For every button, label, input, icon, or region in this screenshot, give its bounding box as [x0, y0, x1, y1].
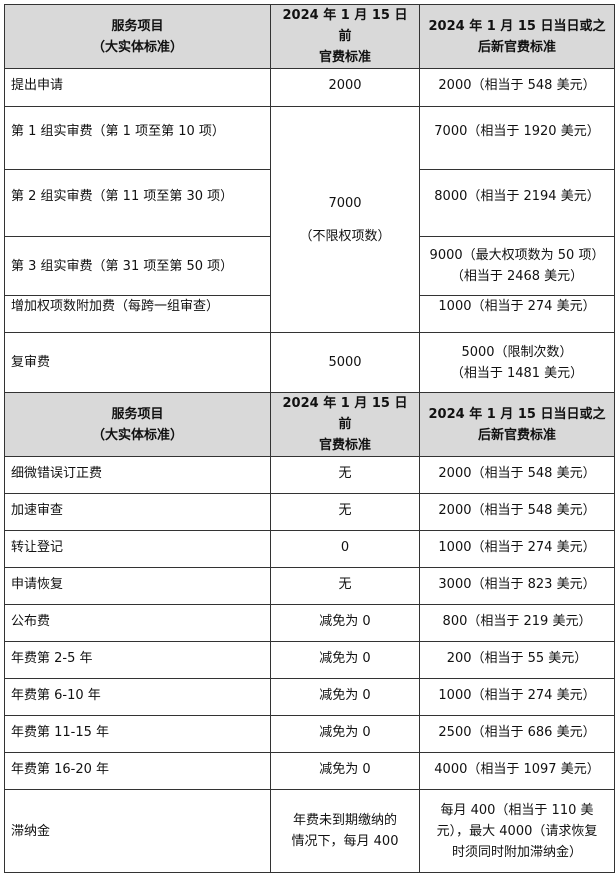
table-row: 申请恢复无 3000（相当于 823 美元） [4, 567, 615, 605]
table-row: 转让登记 0 1000（相当于 274 美元） [4, 530, 615, 568]
section2-rows: 细微错误订正费无 2000（相当于 548 美元） 加速审查无 2000（相当于 54… [4, 456, 615, 790]
new-fee-cell: 1000（相当于 274 美元） [419, 678, 615, 716]
fee-line: （相当于 1481 美元） [450, 365, 584, 381]
table-row: 提出申请 2000 2000（相当于 548 美元） [4, 68, 615, 107]
header-text: 官费标准 [318, 50, 371, 65]
header-text: 2024 年 1 月 15 日前 [282, 396, 408, 432]
new-fee-cell: 每月 400（相当于 110 美元），最大 4000（请求恢复 时须同时附加滞纳金… [419, 789, 615, 873]
header-text: （大实体标准） [91, 427, 183, 443]
item-cell: 申请恢复 [4, 567, 271, 605]
old-fee-cell: 无 [270, 456, 420, 494]
new-fee-cell: 7000（相当于 1920 美元） [419, 106, 615, 170]
old-fee-cell: 减免为 0 [270, 752, 420, 790]
header-text: 2024 年 1 月 15 日当日或之 [428, 18, 606, 34]
fee-line: 9000（最大权项数为 50 项） [429, 248, 605, 263]
old-fee-cell: 0 [270, 530, 420, 568]
item-cell: 公布费 [4, 604, 271, 642]
item-cell: 转让登记 [4, 530, 271, 568]
old-fee-value: 7000 [328, 195, 362, 211]
fee-table: 服务项目 （大实体标准） 2024 年 1 月 15 日前 官费标准 2024 年 … [4, 4, 615, 873]
new-fee-cell: 2500（相当于 686 美元） [419, 715, 615, 753]
header-old-fee: 2024 年 1 月 15 日前官费标准 [270, 4, 420, 69]
header-row: 服务项目 （大实体标准） 2024 年 1 月 15 日前官费标准 2024 年 … [4, 392, 615, 457]
header-text: 服务项目 [111, 406, 164, 422]
item-cell: 滞纳金 [4, 789, 271, 873]
header-row: 服务项目 （大实体标准） 2024 年 1 月 15 日前官费标准 2024 年 … [4, 4, 615, 69]
table-row: 年费第 11-15 年减免为 0 2500（相当于 686 美元） [4, 715, 615, 753]
item-cell: 提出申请 [4, 68, 271, 107]
old-fee-cell: 减免为 0 [270, 604, 420, 642]
new-fee-cell: 1000（相当于 274 美元） [419, 530, 615, 568]
new-fee-cell: 800（相当于 219 美元） [419, 604, 615, 642]
table-row: 第 2 组实审费（第 11 项至第 30 项） 8000（相当于 2194 美元… [4, 169, 615, 237]
new-fee-cell: 5000（限制次数） （相当于 1481 美元） [419, 332, 615, 393]
header-service-item: 服务项目 （大实体标准） [4, 4, 271, 69]
item-cell: 增加权项数附加费（每跨一组审查） [4, 295, 271, 333]
old-fee-note: （不限权项数） [299, 228, 391, 244]
old-fee-cell: 无 [270, 493, 420, 531]
item-cell: 第 2 组实审费（第 11 项至第 30 项） [4, 169, 271, 237]
new-fee-cell: 200（相当于 55 美元） [419, 641, 615, 679]
item-cell: 复审费 [4, 332, 271, 393]
header-new-fee: 2024 年 1 月 15 日当日或之 后新官费标准 [419, 4, 615, 69]
table-row: 年费第 6-10 年减免为 0 1000（相当于 274 美元） [4, 678, 615, 716]
new-fee-cell: 2000（相当于 548 美元） [419, 456, 615, 494]
header-old-fee: 2024 年 1 月 15 日前官费标准 [270, 392, 420, 457]
table-row: 复审费 5000 5000（限制次数） （相当于 1481 美元） [4, 332, 615, 393]
fee-line: 元），最大 4000（请求恢复 [436, 823, 598, 839]
new-fee-cell: 2000（相当于 548 美元） [419, 68, 615, 107]
table-row: 加速审查无 2000（相当于 548 美元） [4, 493, 615, 531]
table-row: 第 1 组实审费（第 1 项至第 10 项） 7000 （不限权项数） 7000… [4, 106, 615, 333]
old-fee-cell: 减免为 0 [270, 641, 420, 679]
header-text: （大实体标准） [91, 39, 183, 55]
header-service-item: 服务项目 （大实体标准） [4, 392, 271, 457]
header-text: 服务项目 [111, 18, 164, 34]
header-text: 后新官费标准 [477, 427, 556, 443]
table-row: 滞纳金 年费未到期缴纳的 情况下，每月 400 每月 400（相当于 110 美元… [4, 789, 615, 873]
new-fee-cell: 9000（最大权项数为 50 项） （相当于 2468 美元） [419, 236, 615, 296]
item-cell: 第 1 组实审费（第 1 项至第 10 项） [4, 106, 271, 170]
item-cell: 年费第 2-5 年 [4, 641, 271, 679]
fee-line: 时须同时附加滞纳金） [451, 844, 582, 860]
item-cell: 加速审查 [4, 493, 271, 531]
header-text: 2024 年 1 月 15 日前 [282, 8, 408, 44]
old-fee-cell: 年费未到期缴纳的 情况下，每月 400 [270, 789, 420, 873]
fee-line: 年费未到期缴纳的 [292, 813, 397, 828]
table-row: 第 3 组实审费（第 31 项至第 50 项） 9000（最大权项数为 50 项… [4, 236, 615, 296]
fee-line: 5000（限制次数） [461, 344, 573, 360]
item-cell: 年费第 6-10 年 [4, 678, 271, 716]
table-row: 细微错误订正费无 2000（相当于 548 美元） [4, 456, 615, 494]
header-text: 后新官费标准 [477, 39, 556, 55]
new-fee-cell: 8000（相当于 2194 美元） [419, 169, 615, 237]
header-text: 2024 年 1 月 15 日当日或之 [428, 406, 606, 422]
item-cell: 年费第 16-20 年 [4, 752, 271, 790]
old-fee-cell: 2000 [270, 68, 420, 107]
fee-line: 每月 400（相当于 110 美 [440, 802, 594, 818]
new-fee-cell: 4000（相当于 1097 美元） [419, 752, 615, 790]
new-fee-cell: 1000（相当于 274 美元） [419, 295, 615, 333]
old-fee-cell: 减免为 0 [270, 678, 420, 716]
item-cell: 第 3 组实审费（第 31 项至第 50 项） [4, 236, 271, 296]
table-row: 增加权项数附加费（每跨一组审查） 1000（相当于 274 美元） [4, 295, 615, 333]
table-row: 年费第 16-20 年减免为 0 4000（相当于 1097 美元） [4, 752, 615, 790]
fee-line: （相当于 2468 美元） [450, 269, 584, 284]
item-cell: 细微错误订正费 [4, 456, 271, 494]
old-fee-cell: 减免为 0 [270, 715, 420, 753]
old-exam-fee-cell: 7000 （不限权项数） [270, 106, 420, 333]
header-new-fee: 2024 年 1 月 15 日当日或之 后新官费标准 [419, 392, 615, 457]
item-cell: 年费第 11-15 年 [4, 715, 271, 753]
table-row: 公布费 减免为 0 800（相当于 219 美元） [4, 604, 615, 642]
old-fee-cell: 无 [270, 567, 420, 605]
old-fee-cell: 5000 [270, 332, 420, 393]
new-fee-cell: 3000（相当于 823 美元） [419, 567, 615, 605]
new-fee-cell: 2000（相当于 548 美元） [419, 493, 615, 531]
table-row: 年费第 2-5 年减免为 0 200（相当于 55 美元） [4, 641, 615, 679]
fee-line: 情况下，每月 400 [291, 834, 399, 849]
header-text: 官费标准 [318, 438, 371, 453]
